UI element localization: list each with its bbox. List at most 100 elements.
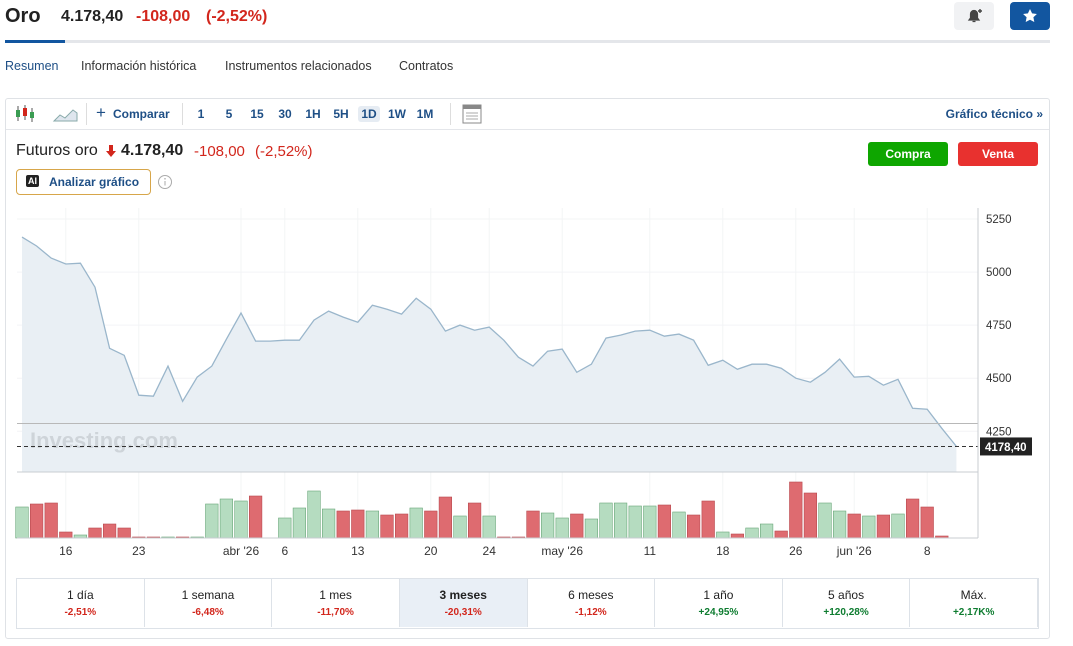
interval-button[interactable]: 1D bbox=[358, 106, 380, 122]
interval-button[interactable]: 5 bbox=[225, 107, 233, 121]
volume-bar bbox=[832, 510, 847, 539]
volume-bar bbox=[540, 512, 555, 539]
period: 1 año bbox=[703, 588, 734, 602]
interval-button[interactable]: 1M bbox=[416, 107, 434, 121]
alert-button[interactable] bbox=[954, 2, 994, 30]
volume-bar bbox=[862, 515, 876, 539]
volume-bar bbox=[88, 527, 102, 539]
volume-bar bbox=[219, 498, 234, 539]
tab[interactable]: Instrumentos relacionados bbox=[225, 59, 372, 73]
y-tick-label: 5250 bbox=[986, 214, 1012, 226]
period: 6 meses bbox=[568, 588, 614, 602]
volume-bar bbox=[249, 495, 263, 539]
calendar-icon[interactable] bbox=[462, 104, 482, 124]
tab[interactable]: Resumen bbox=[5, 59, 59, 73]
performance-cell[interactable]: Máx. +2,17K% bbox=[910, 579, 1038, 627]
x-tick-label: 16 bbox=[59, 544, 73, 558]
x-tick-label: jun '26 bbox=[836, 544, 872, 558]
title: Oro bbox=[5, 5, 41, 27]
volume-bar bbox=[59, 531, 73, 539]
period-change: +24,95% bbox=[698, 607, 739, 618]
plus-icon: + bbox=[96, 103, 106, 122]
performance-cell[interactable]: 6 meses -1,12% bbox=[528, 579, 656, 627]
x-tick-label: may '26 bbox=[541, 544, 583, 558]
volume-bar bbox=[453, 515, 467, 539]
chart-type-icons[interactable] bbox=[14, 103, 84, 125]
info-icon[interactable] bbox=[157, 174, 173, 190]
watchlist-button[interactable] bbox=[1010, 2, 1050, 30]
x-tick-label: 18 bbox=[716, 544, 730, 558]
performance-cell[interactable]: 3 meses -20,31% bbox=[399, 579, 528, 627]
volume-bar bbox=[847, 513, 861, 539]
x-tick-label: 23 bbox=[132, 544, 146, 558]
volume-bar bbox=[613, 502, 628, 539]
tab[interactable]: Información histórica bbox=[81, 59, 197, 73]
volume-bar bbox=[643, 505, 657, 539]
volume-bar bbox=[774, 530, 788, 539]
period: Máx. bbox=[960, 588, 987, 602]
volume-bar bbox=[307, 490, 321, 539]
sell-button[interactable]: Venta bbox=[958, 142, 1038, 166]
y-tick-label: 5000 bbox=[986, 267, 1012, 279]
volume-bar bbox=[745, 527, 759, 539]
performance-cell[interactable]: 1 año +24,95% bbox=[655, 579, 783, 627]
chart: 4250 4500 4750 5000 5250 16 23 abr '26 6 13 20 24 ma… bbox=[15, 208, 1032, 558]
period-change: -20,31% bbox=[444, 607, 482, 618]
tab[interactable]: Contratos bbox=[399, 59, 454, 73]
performance-cell[interactable]: 5 años +120,28% bbox=[783, 579, 911, 627]
watermark: Investing.com bbox=[30, 428, 178, 453]
period-change: -11,70% bbox=[317, 607, 354, 618]
x-tick-label: abr '26 bbox=[223, 544, 260, 558]
volume-bar bbox=[205, 503, 219, 539]
tab-indicator bbox=[5, 40, 65, 43]
volume-bar bbox=[730, 533, 744, 539]
volume-bar bbox=[482, 515, 496, 539]
volume-bar bbox=[351, 509, 365, 539]
current-label: 4178,40 bbox=[985, 442, 1027, 454]
interval-button[interactable]: 1H bbox=[305, 107, 321, 121]
star-icon bbox=[1023, 9, 1037, 22]
volume-bar bbox=[920, 506, 934, 539]
volume-bar bbox=[409, 507, 423, 539]
performance-cell[interactable]: 1 mes -11,70% bbox=[272, 579, 400, 627]
y-tick-label: 4250 bbox=[986, 426, 1012, 438]
chart-panel bbox=[5, 98, 1050, 639]
volume-bar bbox=[891, 513, 905, 539]
compare-button[interactable]: Comparar bbox=[113, 107, 170, 121]
interval-button[interactable]: 1W bbox=[388, 107, 406, 121]
interval-button[interactable]: 1 bbox=[197, 107, 205, 121]
analyze-button[interactable]: AI Analizar gráfico bbox=[16, 169, 151, 195]
bell-icon bbox=[967, 9, 982, 23]
volume-bar bbox=[380, 514, 394, 539]
interval-button[interactable]: 5H bbox=[333, 107, 349, 121]
volume-bar bbox=[29, 503, 44, 539]
volume-bar bbox=[555, 517, 569, 539]
divider bbox=[86, 103, 87, 125]
interval-button[interactable]: 15 bbox=[250, 107, 264, 121]
volume-bar bbox=[15, 506, 29, 539]
volume-bar bbox=[716, 531, 730, 539]
performance-cell[interactable]: 1 semana -6,48% bbox=[145, 579, 273, 627]
volume-bar bbox=[526, 510, 540, 539]
volume-bar bbox=[278, 517, 292, 539]
x-tick-label: 24 bbox=[483, 544, 497, 558]
volume-bar bbox=[438, 496, 453, 539]
volume-bar bbox=[44, 502, 58, 539]
buy-button[interactable]: Compra bbox=[868, 142, 948, 166]
period-change: -2,51% bbox=[64, 607, 97, 618]
current-badge bbox=[980, 437, 1032, 456]
performance-cell[interactable]: 1 día -2,51% bbox=[17, 579, 145, 627]
technical-chart-link[interactable]: Gráfico técnico » bbox=[945, 107, 1043, 121]
interval-button[interactable]: 30 bbox=[278, 107, 292, 121]
toolbar-rule bbox=[6, 129, 1049, 130]
divider bbox=[182, 103, 183, 125]
volume-bar bbox=[234, 500, 248, 539]
volume-bar bbox=[467, 502, 482, 539]
analyze-label: Analizar gráfico bbox=[49, 175, 140, 189]
instrument-change-pct: (-2,52%) bbox=[255, 143, 313, 160]
change: -108,00 bbox=[136, 8, 191, 25]
period: 1 semana bbox=[181, 588, 235, 602]
volume-bar bbox=[599, 502, 613, 539]
volume-bar bbox=[905, 498, 920, 539]
